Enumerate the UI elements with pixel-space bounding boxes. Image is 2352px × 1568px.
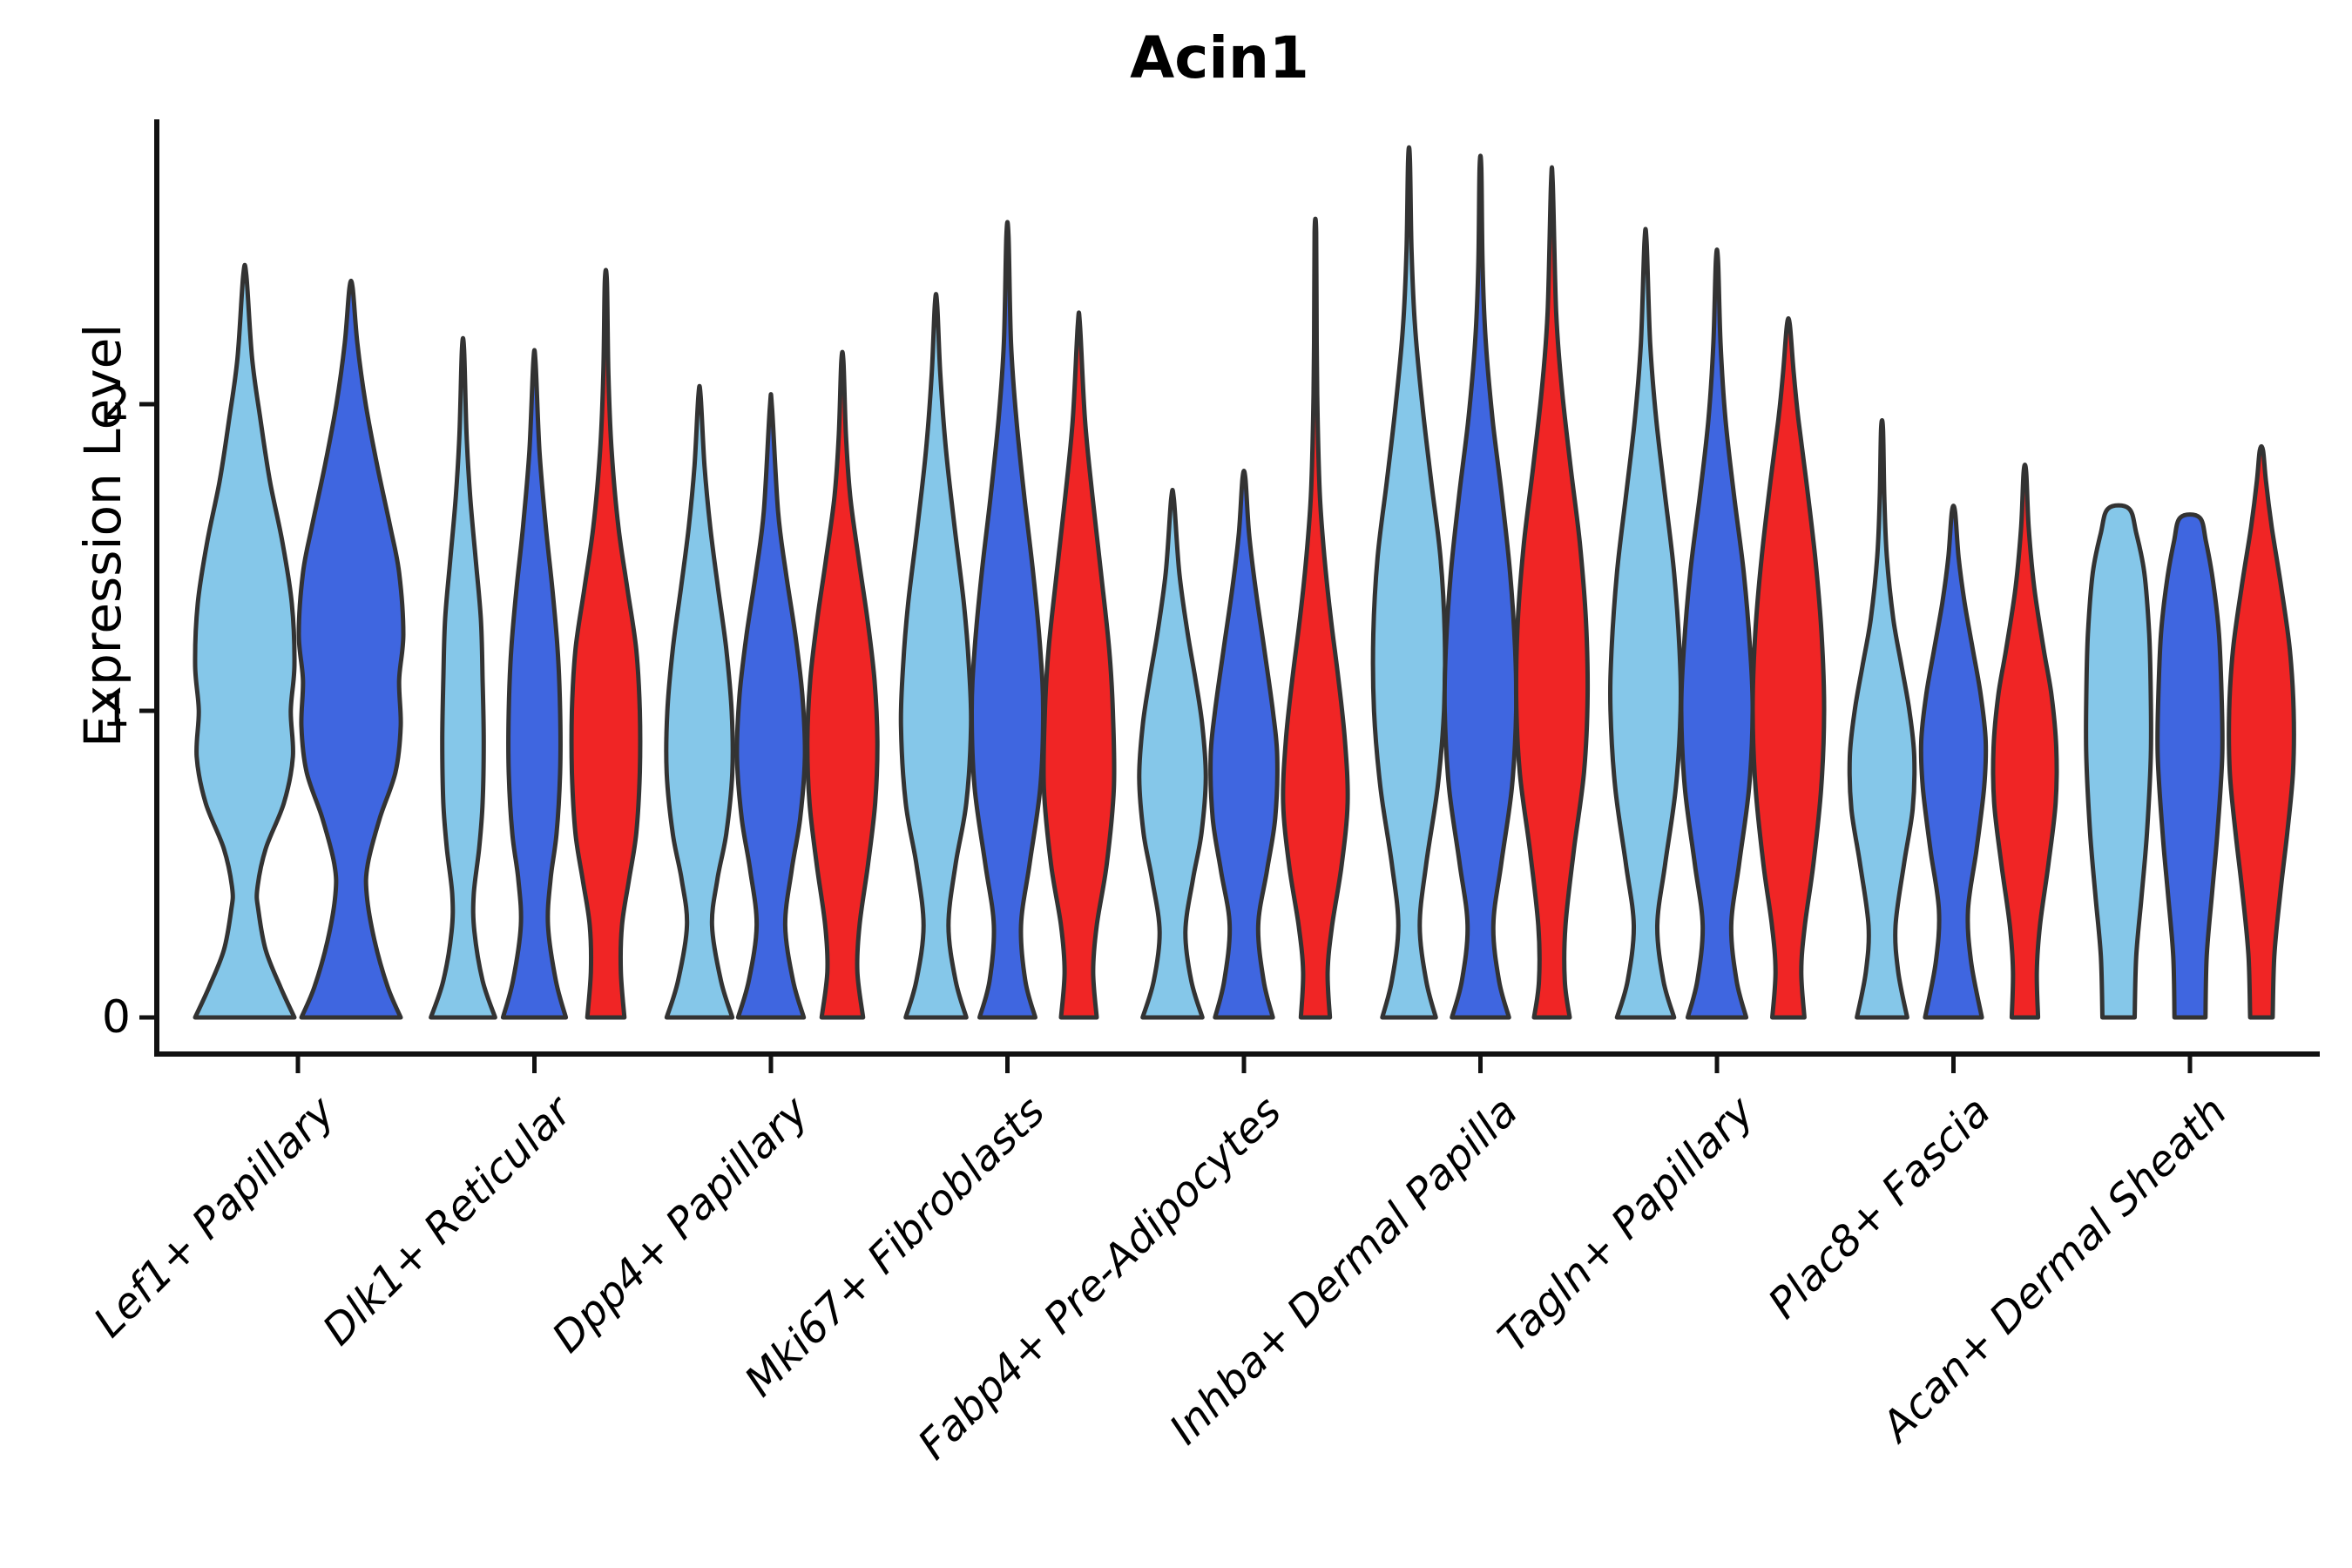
violin-split-1 (2084, 503, 2153, 1020)
violin-split-2 (500, 348, 569, 1020)
violin-split-3 (569, 267, 643, 1020)
violin-split-1 (1847, 418, 1917, 1020)
violin-split-1 (193, 262, 297, 1020)
violin-split-2 (2155, 512, 2225, 1020)
y-tick-label: 1 (101, 685, 131, 737)
violin-split-3 (1513, 165, 1591, 1020)
violin-split-1 (1370, 145, 1448, 1020)
chart-title: Acin1 (1130, 24, 1309, 91)
violin-split-2 (1679, 247, 1755, 1020)
axis-spines (154, 119, 2320, 1057)
violin-split-1 (664, 383, 735, 1020)
violin-split-3 (1041, 310, 1117, 1020)
violin-split-3 (1750, 315, 1827, 1020)
violin-split-3 (1990, 463, 2059, 1020)
violin-split-1 (429, 335, 497, 1020)
violin-split-2 (970, 220, 1045, 1020)
violin-split-1 (1137, 488, 1208, 1020)
violin-split-2 (1442, 153, 1519, 1020)
y-tick-label: 0 (101, 991, 131, 1044)
violin-split-2 (1208, 469, 1280, 1020)
y-tick-label: 2 (101, 378, 131, 430)
violin-split-1 (898, 292, 974, 1020)
violin-split-1 (1608, 226, 1683, 1020)
violin-split-2 (296, 278, 406, 1020)
violin-split-2 (734, 392, 808, 1020)
violin-split-3 (2227, 443, 2296, 1020)
violin-split-3 (805, 349, 880, 1020)
violin-split-3 (1281, 216, 1350, 1020)
violin-split-2 (1918, 504, 1989, 1020)
